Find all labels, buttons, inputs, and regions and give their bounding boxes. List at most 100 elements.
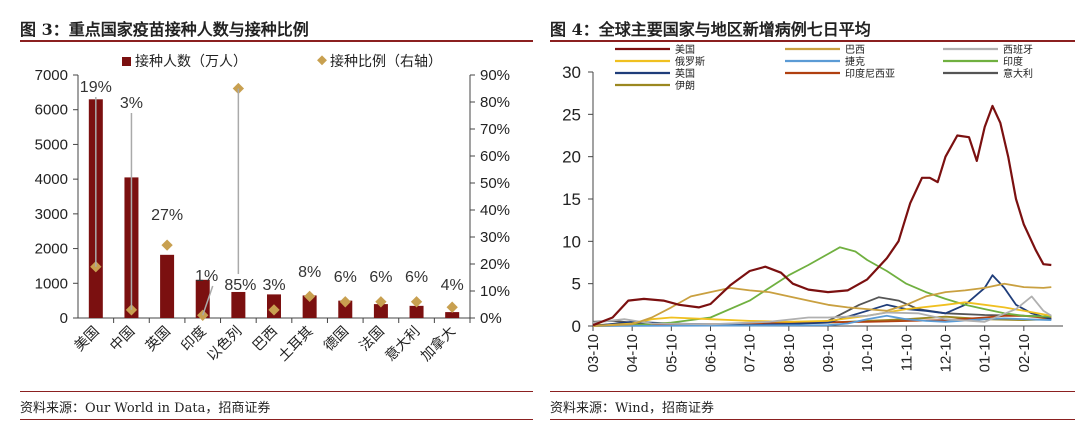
right-y-tick-label: 40% xyxy=(480,202,510,219)
marker-法国 xyxy=(375,296,387,308)
right-y-tick-label: 0% xyxy=(480,310,502,327)
data-label-意大利: 6% xyxy=(405,269,428,286)
category-label: 意大利 xyxy=(382,323,424,365)
category-label: 加拿大 xyxy=(417,323,459,365)
data-label-美国: 19% xyxy=(80,79,112,96)
right-bottom-rule xyxy=(550,391,1075,392)
x-tick-label: 01-10 xyxy=(977,334,994,372)
series-line-捷克 xyxy=(592,314,1052,327)
series-line-巴西 xyxy=(592,282,1052,327)
left-y-tick-label: 7000 xyxy=(35,67,68,84)
legend-swatch-marker xyxy=(317,55,327,66)
marker-土耳其 xyxy=(303,290,316,303)
x-tick-label: 02-10 xyxy=(1016,334,1033,372)
legend-label-西班牙: 西班牙 xyxy=(1003,44,1033,56)
label-leader-line xyxy=(202,285,214,316)
data-label-法国: 6% xyxy=(369,269,392,286)
x-tick-label: 12-10 xyxy=(938,334,955,372)
data-label-以色列: 85% xyxy=(224,277,256,294)
x-tick-label: 10-10 xyxy=(859,334,876,372)
right-figure-title: 图 4：全球主要国家与地区新增病例七日平均 xyxy=(550,20,871,39)
right-y-tick-label: 60% xyxy=(480,148,510,165)
marker-德国 xyxy=(339,296,351,308)
left-bottom-rule-2 xyxy=(20,419,533,420)
y-tick-label: 5 xyxy=(572,275,581,294)
bar-意大利 xyxy=(409,305,424,318)
left-y-tick-label: 6000 xyxy=(35,102,68,119)
x-tick-label: 11-10 xyxy=(898,334,915,371)
legend-swatch-bars xyxy=(122,57,131,66)
x-tick-label: 03-10 xyxy=(585,334,602,372)
marker-意大利 xyxy=(410,296,423,308)
left-y-tick-label: 0 xyxy=(60,310,68,327)
x-tick-label: 04-10 xyxy=(624,334,641,372)
right-y-tick-label: 20% xyxy=(480,256,510,273)
series-line-意大利 xyxy=(592,296,1052,327)
series-line-印度 xyxy=(592,246,1052,327)
legend-label-伊朗: 伊朗 xyxy=(675,80,695,92)
bar-英国 xyxy=(160,254,175,318)
legend-label-巴西: 巴西 xyxy=(845,44,865,56)
left-bar-chart: 0 1000 2000 3000 4000 5000 6000 7000 0% 10% 20% 30%… xyxy=(35,53,510,365)
y-tick-label: 25 xyxy=(562,105,581,124)
right-y-tick-label: 90% xyxy=(480,67,510,84)
legend-label-捷克: 捷克 xyxy=(845,55,865,68)
right-y-tick-label: 70% xyxy=(480,121,510,138)
right-y-tick-label: 10% xyxy=(480,283,510,300)
category-label: 巴西 xyxy=(250,324,281,355)
series-line-美国 xyxy=(592,104,1052,327)
data-label-巴西: 3% xyxy=(262,277,285,294)
category-label: 德国 xyxy=(321,324,352,355)
data-label-土耳其: 8% xyxy=(298,264,321,281)
bar-印度 xyxy=(195,279,210,318)
left-bottom-rule xyxy=(20,391,533,392)
category-label: 法国 xyxy=(357,324,388,355)
right-source-note: 资料来源：Wind，招商证券 xyxy=(550,401,714,416)
legend-label-印度: 印度 xyxy=(1003,55,1023,68)
data-label-印度: 1% xyxy=(195,268,218,285)
bar-德国 xyxy=(338,300,353,318)
x-tick-label: 09-10 xyxy=(820,334,837,372)
right-y-tick-label: 30% xyxy=(480,229,510,246)
left-panel: 图 3：重点国家疫苗接种人数与接种比例 0 1000 2000 3000 4000 500… xyxy=(0,0,533,430)
data-label-加拿大: 4% xyxy=(441,277,464,294)
left-figure-title: 图 3：重点国家疫苗接种人数与接种比例 xyxy=(20,20,309,39)
bar-以色列 xyxy=(231,291,246,318)
bar-法国 xyxy=(373,304,388,318)
y-tick-label: 0 xyxy=(572,317,581,336)
category-label: 以色列 xyxy=(203,323,245,365)
right-title-rule xyxy=(550,40,1075,42)
marker-英国 xyxy=(161,239,173,251)
series-line-俄罗斯 xyxy=(592,301,1052,327)
series-line-西班牙 xyxy=(592,295,1052,326)
y-tick-label: 30 xyxy=(562,63,581,82)
marker-巴西 xyxy=(268,304,280,316)
right-bottom-rule-2 xyxy=(550,419,1075,420)
legend-label-印度尼西亚: 印度尼西亚 xyxy=(845,67,895,80)
data-label-中国: 3% xyxy=(120,95,143,112)
legend-label-意大利: 意大利 xyxy=(1003,67,1033,80)
left-source-note: 资料来源：Our World in Data，招商证券 xyxy=(20,401,271,416)
left-y-tick-label: 2000 xyxy=(35,241,68,258)
legend-label-marker: 接种比例（右轴） xyxy=(330,53,442,70)
left-title-rule xyxy=(20,40,533,42)
bar-加拿大 xyxy=(445,312,460,318)
category-label: 土耳其 xyxy=(275,324,316,365)
left-y-tick-label: 3000 xyxy=(35,206,68,223)
right-y-tick-label: 50% xyxy=(480,175,510,192)
y-tick-label: 15 xyxy=(562,190,581,209)
right-line-chart: 0 5 10 15 20 25 30 03-10 04-10 05-10 06-10 07-10 08-… xyxy=(562,43,1063,372)
category-label: 美国 xyxy=(72,324,103,355)
legend-label-英国: 英国 xyxy=(675,67,695,80)
left-y-tick-label: 1000 xyxy=(35,275,68,292)
category-label: 印度 xyxy=(178,324,209,355)
left-y-tick-label: 4000 xyxy=(35,171,68,188)
legend-label-俄罗斯: 俄罗斯 xyxy=(675,55,705,68)
legend-label-bars: 接种人数（万人） xyxy=(135,53,247,70)
y-tick-label: 20 xyxy=(562,148,581,167)
data-label-德国: 6% xyxy=(334,269,357,286)
legend-label-美国: 美国 xyxy=(675,43,695,56)
category-label: 中国 xyxy=(107,324,138,355)
y-tick-label: 10 xyxy=(562,232,581,251)
category-label: 英国 xyxy=(142,323,174,355)
